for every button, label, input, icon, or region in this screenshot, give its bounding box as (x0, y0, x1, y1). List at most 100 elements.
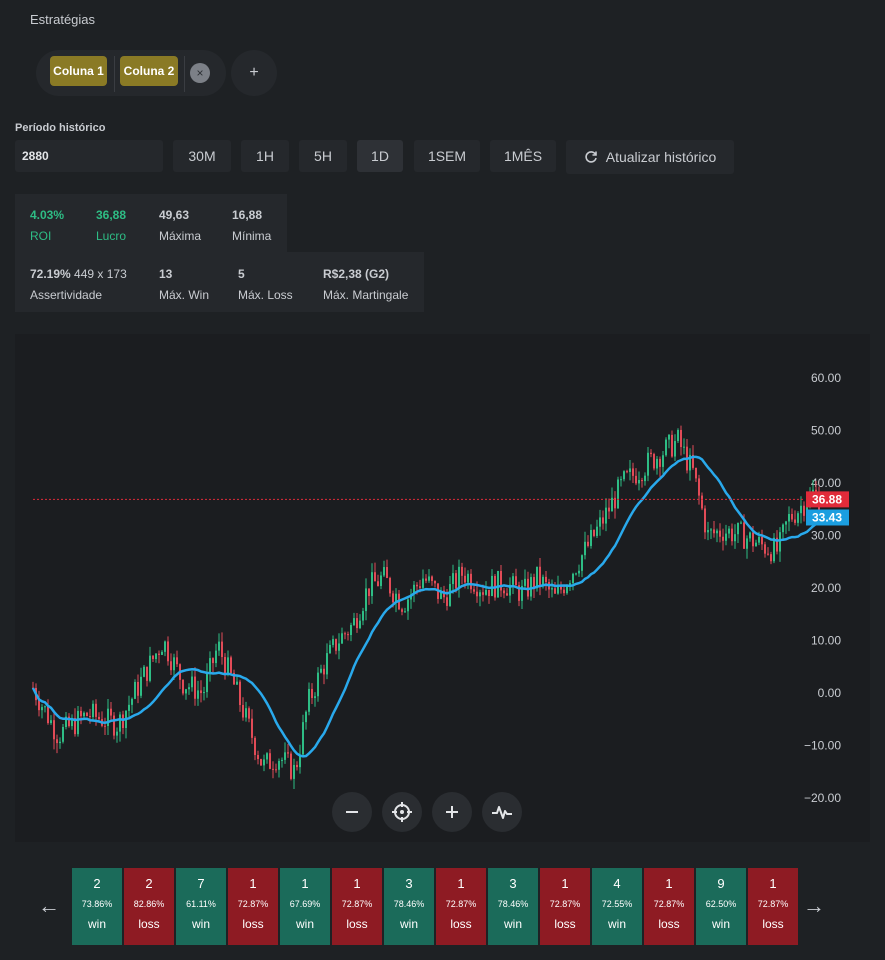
result-count: 1 (301, 876, 309, 891)
zoom-in-button[interactable] (432, 792, 472, 832)
candle-body (638, 480, 640, 484)
candle-body (767, 553, 769, 555)
candle-body (233, 672, 235, 685)
stat-value: 5 (238, 267, 245, 281)
chip-divider (184, 56, 185, 92)
range-1h-button[interactable]: 1H (241, 140, 289, 172)
y-tick-label: 20.00 (811, 581, 841, 595)
range-1sem-button[interactable]: 1SEM (414, 140, 480, 172)
add-strategy-button[interactable]: + (231, 50, 277, 96)
y-tick-label: −20.00 (804, 791, 841, 805)
candle-body (473, 589, 475, 592)
arrow-right-icon[interactable]: → (803, 893, 825, 918)
result-count: 3 (405, 876, 413, 891)
result-percent: 62.50% (705, 899, 737, 909)
candle-body (113, 715, 115, 736)
candle-body (563, 589, 565, 594)
candle-body (320, 668, 322, 673)
candle-body (662, 455, 664, 467)
result-card[interactable]: 1 67.69% win (280, 868, 330, 945)
candle-body (752, 532, 754, 547)
candle-body (782, 524, 784, 533)
zoom-out-button[interactable] (332, 792, 372, 832)
candle-body (623, 471, 625, 480)
candle-body (68, 716, 70, 727)
candle-body (149, 655, 151, 681)
candle-body (581, 555, 583, 571)
candle-body (704, 508, 706, 533)
range-30m-button[interactable]: 30M (173, 140, 231, 172)
result-card[interactable]: 1 72.87% loss (332, 868, 382, 945)
candle-body (167, 641, 169, 662)
candle-body (533, 577, 535, 589)
candle-body (56, 739, 58, 744)
recenter-button[interactable] (382, 792, 422, 832)
candle-body (812, 489, 814, 493)
price-chart[interactable]: 60.00 50.00 40.00 30.00 20.00 10.00 0.00 −10.00… (15, 334, 870, 842)
range-5h-button[interactable]: 5H (299, 140, 347, 172)
result-card[interactable]: 1 72.87% loss (540, 868, 590, 945)
result-card[interactable]: 3 78.46% win (384, 868, 434, 945)
stat-label: Máx. Martingale (323, 288, 409, 302)
result-card[interactable]: 9 62.50% win (696, 868, 746, 945)
candle-body (239, 681, 241, 706)
y-tick-label: 50.00 (811, 424, 841, 438)
candle-body (413, 584, 415, 595)
result-card[interactable]: 1 72.87% loss (436, 868, 486, 945)
chip-coluna-2[interactable]: Coluna 2 (120, 56, 178, 86)
result-outcome: loss (346, 917, 368, 931)
moving-average-line (31, 455, 821, 758)
candle-body (773, 537, 775, 562)
candle-body (542, 576, 544, 585)
candle-body (455, 573, 457, 589)
candle-body (194, 676, 196, 699)
result-card[interactable]: 3 78.46% win (488, 868, 538, 945)
chip-coluna-1[interactable]: Coluna 1 (50, 56, 107, 86)
candle-body (524, 578, 526, 586)
range-1mes-button[interactable]: 1MÊS (490, 140, 556, 172)
candle-body (491, 575, 493, 597)
candle-body (155, 653, 157, 660)
candle-body (329, 644, 331, 654)
result-card[interactable]: 7 61.11% win (176, 868, 226, 945)
result-card[interactable]: 1 72.87% loss (644, 868, 694, 945)
stat-value: 36,88 (96, 208, 127, 222)
candle-body (569, 583, 571, 586)
result-count: 1 (457, 876, 465, 891)
result-card[interactable]: 4 72.55% win (592, 868, 642, 945)
stat-label: Máxima (159, 229, 202, 243)
result-outcome: loss (554, 917, 576, 931)
candle-body (674, 441, 676, 457)
stat-label: Lucro (96, 229, 127, 243)
result-percent: 72.87% (341, 899, 373, 909)
stat-max-martingale: R$2,38 (G2) Máx. Martingale (323, 267, 408, 302)
candle-body (641, 480, 643, 482)
candle-body (416, 584, 418, 587)
indicator-button[interactable] (482, 792, 522, 832)
candle-body (230, 657, 232, 673)
result-percent: 82.86% (133, 899, 165, 909)
candle-body (359, 620, 361, 629)
candle-body (146, 666, 148, 681)
result-card[interactable]: 1 72.87% loss (228, 868, 278, 945)
candle-body (323, 668, 325, 675)
candle-body (620, 479, 622, 481)
candle-body (71, 718, 73, 727)
period-input[interactable]: 2880 (15, 140, 163, 172)
chart-canvas[interactable]: 60.00 50.00 40.00 30.00 20.00 10.00 0.00 −10.00… (15, 334, 870, 842)
candle-body (299, 754, 301, 768)
candle-body (509, 584, 511, 596)
refresh-history-button[interactable]: Atualizar histórico (566, 140, 734, 174)
candle-body (308, 688, 310, 712)
candle-body (221, 641, 223, 658)
candle-body (617, 479, 619, 509)
arrow-left-icon[interactable]: ← (38, 893, 60, 918)
candle-body (428, 576, 430, 581)
result-card[interactable]: 2 73.86% win (72, 868, 122, 945)
candle-body (725, 533, 727, 541)
candle-body (200, 690, 202, 694)
range-1d-button[interactable]: 1D (357, 140, 403, 172)
result-card[interactable]: 1 72.87% loss (748, 868, 798, 945)
result-card[interactable]: 2 82.86% loss (124, 868, 174, 945)
close-icon[interactable]: × (190, 63, 210, 83)
